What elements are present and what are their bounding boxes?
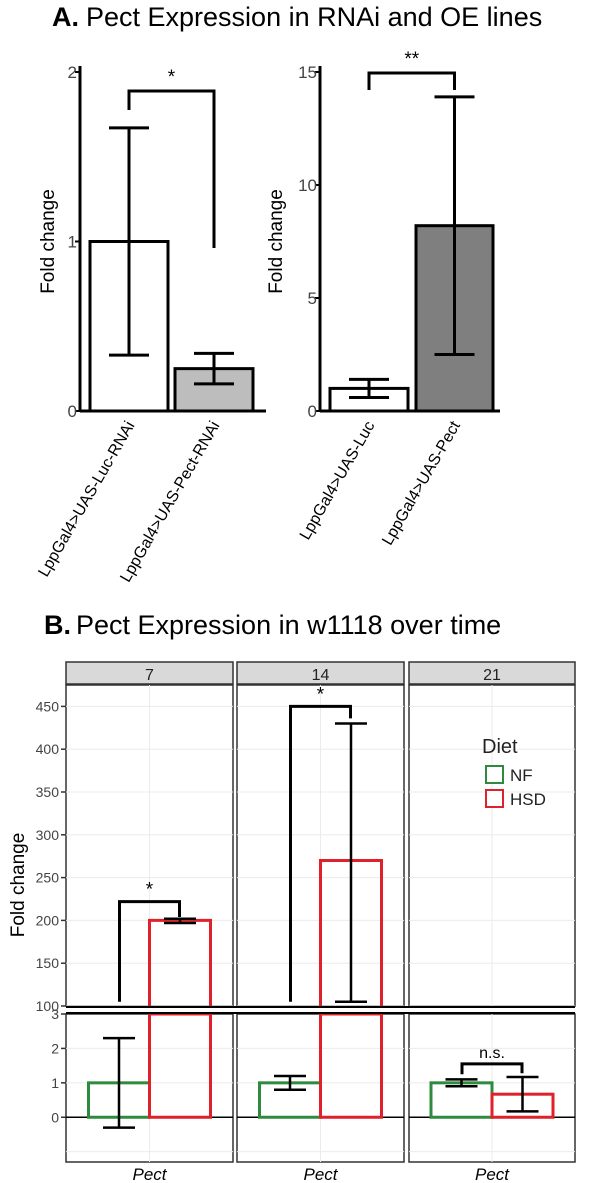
panel-a-title: Pect Expression in RNAi and OE lines: [86, 2, 542, 32]
x-tick-label: Pect: [132, 1165, 167, 1183]
x-tick-label: Pect: [475, 1165, 510, 1183]
panel-a-letter: A.: [52, 2, 79, 32]
facet-strip: [65, 661, 234, 685]
chart-overexpression: 0 5 10 15 Fold change LppGal4>UAS-Luc LppGal4>…: [266, 49, 500, 548]
panel-b-title: Pect Expression in w1118 over time: [76, 610, 501, 640]
y-tick-label: 2: [68, 63, 77, 82]
significance-label: *: [168, 67, 176, 88]
chart-time-course: 7Pect14Pect21Pect**n.s.10015020025030035…: [8, 661, 576, 1183]
legend: Diet NF HSD: [482, 736, 546, 809]
legend-title: Diet: [482, 736, 518, 758]
y-tick-label: 15: [298, 63, 317, 82]
significance-label: *: [317, 684, 325, 705]
y-axis-label: Fold change: [266, 189, 287, 294]
facet-strip-label: 14: [312, 667, 330, 684]
chart-rnai: 0 1 2 Fold change LppGal4>UAS-Luc-RNAiLppGal…: [35, 63, 266, 585]
y-tick-label: 150: [36, 955, 60, 971]
y-tick-label: 0: [51, 1109, 59, 1125]
significance-label: **: [404, 49, 419, 70]
significance-bracket: [460, 1062, 524, 1075]
y-tick-label: 2: [51, 1040, 59, 1056]
significance-label: *: [146, 880, 154, 901]
y-axis-label: Fold change: [38, 189, 59, 294]
significance-bracket: [367, 71, 456, 90]
y-tick-label: 100: [36, 998, 60, 1014]
x-tick-label: LppGal4>UAS-Pect: [379, 418, 464, 548]
facet-7: 7 Pect: [65, 661, 234, 1183]
y-tick-label: 1: [51, 1075, 59, 1091]
significance-bracket: [127, 89, 216, 248]
y-tick-label: 0: [68, 402, 77, 421]
y-tick-label: 350: [36, 784, 60, 800]
legend-label: NF: [510, 766, 533, 785]
y-tick-label: 250: [36, 870, 60, 886]
y-axis-label: Fold change: [8, 833, 29, 938]
y-tick-label: 300: [36, 827, 60, 843]
y-tick-label: 10: [298, 176, 317, 195]
facet-strip: [236, 661, 405, 685]
y-tick-label: 1: [68, 233, 77, 252]
panel-a: A. Pect Expression in RNAi and OE lines …: [35, 2, 542, 585]
facet-strip-label: 7: [145, 667, 154, 684]
x-tick-label: Pect: [303, 1165, 338, 1183]
x-tick-label: LppGal4>UAS-Pect-RNAi: [117, 419, 223, 586]
y-tick-label: 5: [308, 289, 317, 308]
x-tick-label: LppGal4>UAS-Luc: [297, 419, 379, 543]
x-tick-label: LppGal4>UAS-Luc-RNAi: [35, 419, 138, 580]
panel-b: B. Pect Expression in w1118 over time 7 P…: [8, 610, 576, 1183]
facet-14: 14 Pect: [236, 661, 405, 1183]
y-tick-label: 400: [36, 741, 60, 757]
significance-label: n.s.: [479, 1045, 505, 1062]
y-tick-label: 200: [36, 912, 60, 928]
legend-swatch-hsd: [485, 789, 504, 808]
legend-label: HSD: [510, 790, 546, 809]
y-tick-label: 0: [308, 402, 317, 421]
legend-swatch-nf: [485, 765, 504, 784]
significance-bracket: [289, 704, 352, 1002]
y-tick-label: 3: [51, 1006, 59, 1022]
y-tick-label: 450: [36, 698, 60, 714]
facet-strip-label: 21: [483, 667, 501, 684]
panel-b-letter: B.: [44, 610, 71, 640]
significance-bracket: [118, 900, 181, 1002]
facet-strip: [408, 661, 576, 685]
facet-21: 21 Pect: [408, 661, 576, 1183]
